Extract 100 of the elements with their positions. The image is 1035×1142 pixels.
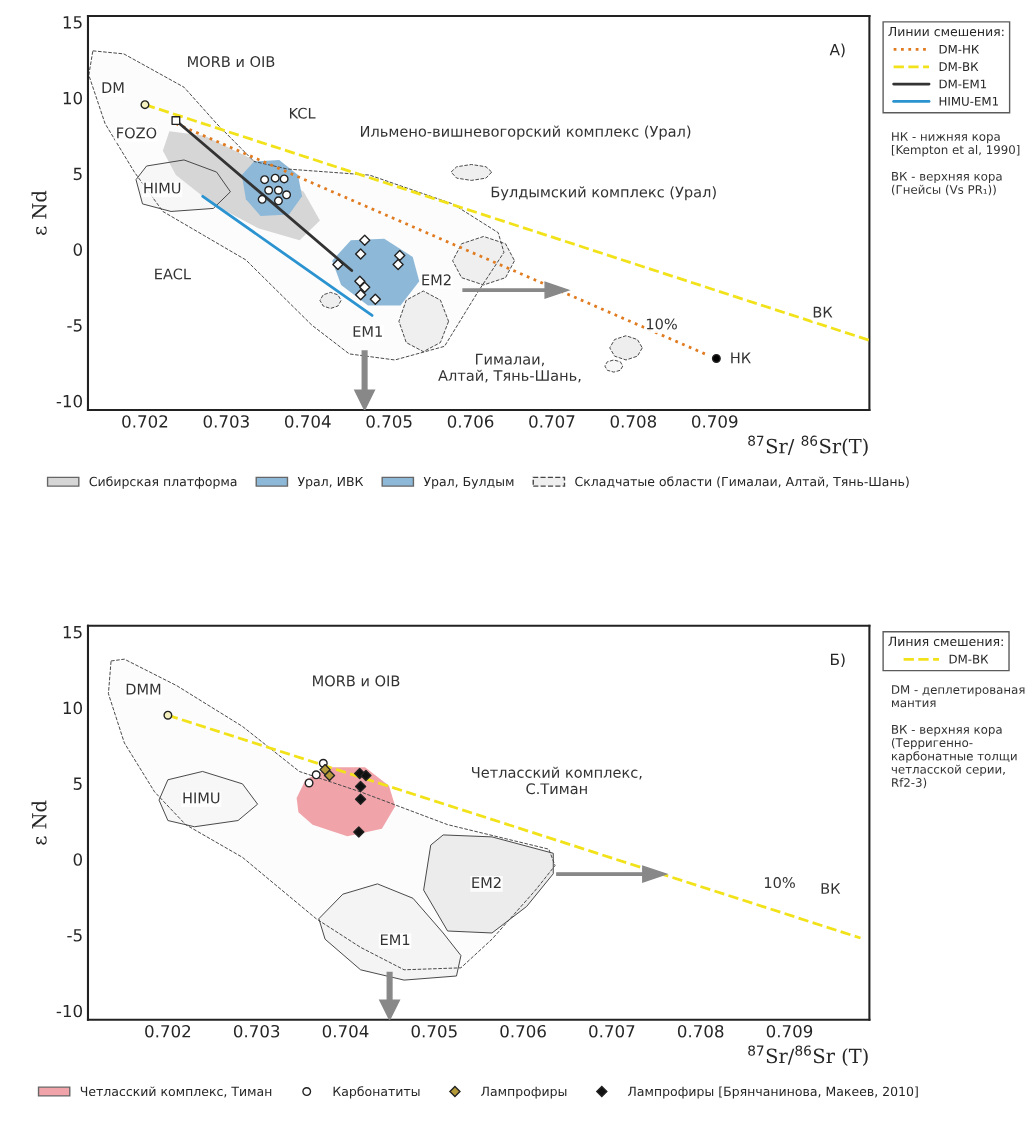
point (354, 793, 367, 806)
legend-label: Четласский комплекс, Тиман (80, 1086, 272, 1098)
y-tick-label: -5 (67, 319, 82, 332)
legend-label: Урал, Булдым (423, 476, 514, 489)
y-tick-label: 5 (73, 167, 82, 181)
legend-label: DM-EM1 (939, 79, 987, 89)
annotation: HIMU (183, 792, 220, 804)
x-tick-label: 0.706 (500, 1024, 546, 1038)
legend-label: DM-ВК (939, 62, 979, 71)
y-axis-title: ε Nd (31, 800, 47, 845)
annotation: DM (102, 82, 124, 93)
annotation: 10% (646, 318, 677, 330)
y-tick-label: -10 (56, 1004, 83, 1018)
y-tick-label: -5 (67, 929, 82, 942)
point (354, 780, 367, 793)
annotation: Ильмено-вишневогорский комплекс (Урал) (360, 125, 691, 140)
point (319, 763, 331, 776)
point (359, 234, 371, 246)
x-tick-label: 0.705 (411, 1024, 457, 1038)
point (354, 289, 367, 301)
text: ВК - верхняя кора (Терригенно- карбонатные толщи четласской серии, Rf2-3) (891, 725, 1017, 789)
point (311, 770, 321, 780)
legend-label: Карбонатиты (333, 1086, 420, 1099)
annotation: ВК (813, 306, 833, 318)
x-tick-label: 0.707 (589, 1024, 635, 1038)
x-tick-label: 0.705 (366, 415, 412, 428)
point (282, 190, 292, 200)
x-tick-label: 0.709 (691, 415, 738, 428)
annotation: Четласский комплекс, С.Тиман (471, 766, 642, 795)
point (257, 194, 267, 204)
point (369, 293, 382, 306)
legend-label: HIMU-EM1 (939, 96, 999, 106)
point (163, 710, 173, 720)
point (354, 248, 367, 260)
y-tick-label: -10 (56, 394, 83, 408)
y-tick-label: 0 (73, 853, 83, 866)
annotation: DMM (126, 683, 161, 695)
point (304, 778, 314, 788)
y-axis-title: ε Nd (31, 190, 47, 235)
text: А) (829, 43, 845, 58)
annotation: FOZO (117, 127, 157, 139)
annotation: НК (731, 352, 751, 364)
point (270, 173, 280, 183)
x-tick-label: 0.708 (677, 1024, 724, 1038)
annotation: EM1 (380, 934, 410, 946)
annotation: Булдымский комплекс (Урал) (491, 186, 716, 201)
legend-label: Складчатые области (Гималаи, Алтай, Тянь-Шань) (575, 476, 909, 488)
annotation: MORB и OIB (313, 675, 400, 687)
x-tick-label: 0.709 (766, 1024, 813, 1038)
point (332, 258, 344, 271)
point (264, 185, 274, 195)
point (279, 174, 289, 184)
x-tick-label: 0.704 (322, 1024, 369, 1038)
point (711, 353, 721, 363)
point (140, 100, 150, 110)
legend-title: Линия смешения: (888, 636, 1003, 647)
legend-label: DM-НК (939, 44, 980, 54)
annotation: EM2 (422, 274, 451, 286)
annotation: KCL (289, 107, 316, 119)
annotation: EACL (155, 268, 191, 280)
legend-label: Лампрофиры (481, 1086, 567, 1099)
annotation: EM2 (472, 877, 501, 888)
legend-label: Сибирская платформа (89, 476, 237, 489)
x-tick-label: 0.707 (529, 415, 575, 428)
y-tick-label: 15 (63, 626, 82, 639)
text: ВК - верхняя кора (Гнейсы (Vs PR₁)) (891, 171, 1002, 196)
annotation: EM1 (353, 326, 382, 337)
y-tick-label: 0 (73, 243, 83, 256)
x-tick-label: 0.702 (122, 415, 168, 428)
legend-label: Урал, ИВК (297, 476, 364, 489)
text: НК - нижняя кора [Kempton et al, 1990] (891, 132, 1020, 157)
annotation: MORB и OIB (188, 56, 275, 68)
x-axis-title: $^{87}$Sr/$^{86}$Sr (T) (748, 1045, 868, 1066)
annotation: HIMU (144, 182, 181, 194)
x-tick-label: 0.703 (233, 1024, 280, 1038)
annotation: Гималаи, Алтай, Тянь-Шань, (438, 353, 581, 383)
legend-label: DM-ВК (949, 654, 989, 664)
point (394, 249, 406, 262)
x-tick-label: 0.708 (610, 415, 657, 428)
x-tick-label: 0.706 (447, 415, 494, 428)
legend-title: Линии смешения: (888, 27, 1004, 37)
y-tick-label: 10 (63, 701, 83, 715)
annotation: ВК (821, 883, 841, 894)
legend-label: Лампрофиры [Брянчанинова, Макеев, 2010] (627, 1086, 918, 1099)
x-tick-label: 0.703 (203, 415, 249, 428)
point (273, 185, 283, 195)
annotation: 10% (764, 877, 795, 889)
point (171, 116, 181, 126)
point (359, 281, 371, 293)
x-axis-title: $^{87}$Sr/ $^{86}$Sr(T) (748, 435, 868, 457)
point (353, 826, 365, 838)
x-tick-label: 0.704 (284, 415, 331, 428)
y-tick-label: 5 (73, 777, 82, 790)
x-tick-label: 0.702 (145, 1024, 191, 1038)
y-tick-label: 15 (63, 16, 82, 29)
point (360, 769, 372, 782)
text: Б) (831, 653, 845, 668)
text: DM - деплетированая мантия (892, 685, 1025, 708)
point (392, 258, 404, 271)
point (260, 175, 270, 185)
